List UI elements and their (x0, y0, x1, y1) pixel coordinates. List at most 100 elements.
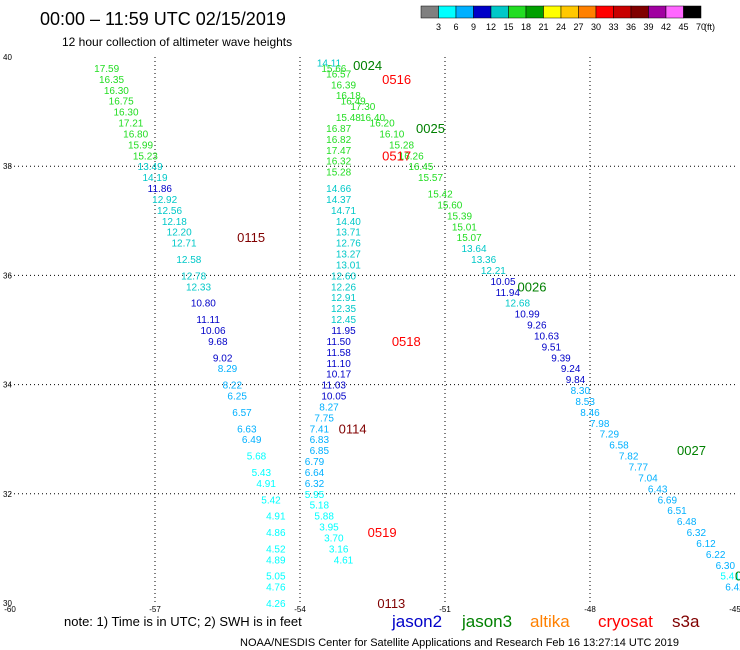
swh-value: 17.59 (94, 64, 119, 75)
lon-tick-label: -54 (294, 605, 306, 614)
swh-value: 8.30 (571, 386, 591, 397)
swh-value: 4.61 (334, 555, 354, 566)
legend-swatch (455, 5, 474, 19)
swh-value: 12.21 (481, 266, 506, 277)
swh-value: 13.36 (471, 255, 496, 266)
swh-value: 15.60 (437, 200, 462, 211)
swh-value: 7.98 (590, 419, 610, 430)
swh-value: 13.01 (336, 260, 361, 271)
swh-value: 6.69 (658, 495, 678, 506)
swh-value: 16.10 (379, 129, 404, 140)
swh-value: 7.82 (619, 452, 639, 463)
swh-value: 14.19 (142, 173, 167, 184)
legend-swatch (473, 5, 492, 19)
lat-lon-grid: -60 -57 -54 -51 -48 -45 30 32 34 36 38 40 (3, 53, 740, 614)
swh-value: 10.05 (321, 392, 346, 403)
swh-value: 8.27 (319, 402, 339, 413)
swh-value: 16.82 (326, 135, 351, 146)
swh-value: 6.22 (706, 550, 726, 561)
satellite-name: jason2 (391, 612, 442, 631)
swh-value: 14.11 (317, 58, 342, 69)
swh-value: 9.24 (561, 364, 581, 375)
swh-value: 6.43 (648, 484, 668, 495)
satellite-name: cryosat (598, 612, 653, 631)
lon-tick-label: -45 (729, 605, 740, 614)
legend-swatch (490, 5, 509, 19)
swh-value: 15.28 (326, 168, 351, 179)
lat-tick-label: 30 (3, 599, 12, 608)
pass-label: 0517 (382, 148, 411, 163)
lat-tick-label: 36 (3, 271, 12, 280)
swh-value: 6.12 (696, 539, 716, 550)
legend-label: 70 (696, 22, 706, 32)
lat-tick-label: 34 (3, 381, 12, 390)
swh-value: 14.40 (336, 217, 361, 228)
pass-label: 0519 (368, 525, 397, 540)
swh-value: 9.39 (551, 353, 571, 364)
legend-swatch (613, 5, 632, 19)
swh-value: 6.83 (310, 435, 330, 446)
swh-value: 12.58 (176, 255, 201, 266)
swh-value: 11.11 (196, 315, 220, 326)
swh-value: 12.26 (331, 282, 356, 293)
legend-swatch (595, 5, 614, 19)
swh-value: 14.66 (326, 184, 351, 195)
swh-value: 11.58 (327, 348, 352, 359)
swh-value: 12.71 (171, 239, 196, 250)
swh-value: 10.99 (515, 310, 540, 321)
swh-value: 12.56 (157, 206, 182, 217)
swh-value: 5.88 (314, 512, 334, 523)
footer-credit: NOAA/NESDIS Center for Satellite Applica… (240, 637, 679, 649)
swh-value: 11.86 (148, 184, 173, 195)
swh-value: 15.39 (447, 211, 472, 222)
legend-swatch (578, 5, 597, 19)
swh-value: 9.84 (566, 375, 586, 386)
swh-value: 16.35 (99, 75, 124, 86)
swh-value: 6.85 (310, 446, 330, 457)
legend-label: 3 (436, 22, 441, 32)
swh-value: 6.49 (242, 435, 262, 446)
legend-label: 6 (453, 22, 458, 32)
swh-value: 11.10 (327, 359, 352, 370)
swh-value: 4.91 (266, 512, 286, 523)
swh-value: 8.53 (575, 397, 595, 408)
legend-swatch (683, 5, 702, 19)
swh-value: 16.40 (360, 113, 385, 124)
swh-value: 16.45 (408, 162, 433, 173)
swh-value: 15.66 (321, 64, 346, 75)
swh-value: 7.41 (310, 424, 330, 435)
pass-label: 0026 (518, 279, 547, 294)
legend-label: 30 (591, 22, 601, 32)
swh-value: 10.05 (490, 277, 515, 288)
swh-value: 16.80 (123, 129, 148, 140)
swh-value: 15.57 (418, 173, 443, 184)
swh-value: 16.30 (104, 86, 129, 97)
swh-value: 16.20 (370, 119, 395, 130)
lon-tick-label: -48 (584, 605, 596, 614)
satellite-name: jason3 (461, 612, 512, 631)
swh-value: 6.32 (305, 479, 325, 490)
swh-value: 14.37 (326, 195, 351, 206)
swh-value: 11.50 (327, 337, 352, 348)
swh-value: 16.57 (326, 69, 351, 80)
swh-value: 17.30 (350, 102, 375, 113)
swh-value: 7.75 (314, 413, 334, 424)
swh-value: 15.28 (389, 140, 414, 151)
legend-label: 45 (678, 22, 688, 32)
swh-value: 12.20 (167, 228, 192, 239)
satellite-name: s3a (672, 612, 700, 631)
satellite-name: altika (530, 612, 570, 631)
swh-value: 9.26 (527, 321, 547, 332)
swh-value: 16.87 (326, 124, 351, 135)
swh-value: 4.52 (266, 544, 286, 555)
legend-label: 9 (471, 22, 476, 32)
swh-value: 15.23 (133, 151, 158, 162)
swh-value: 16.32 (326, 157, 351, 168)
swh-value: 12.92 (152, 195, 177, 206)
swh-value: 7.29 (600, 430, 620, 441)
swh-value: 12.68 (505, 299, 530, 310)
legend-label: 24 (556, 22, 566, 32)
swh-value: 13.64 (461, 244, 486, 255)
pass-label: 0518 (392, 334, 421, 349)
pass-label: 0027 (677, 443, 706, 458)
